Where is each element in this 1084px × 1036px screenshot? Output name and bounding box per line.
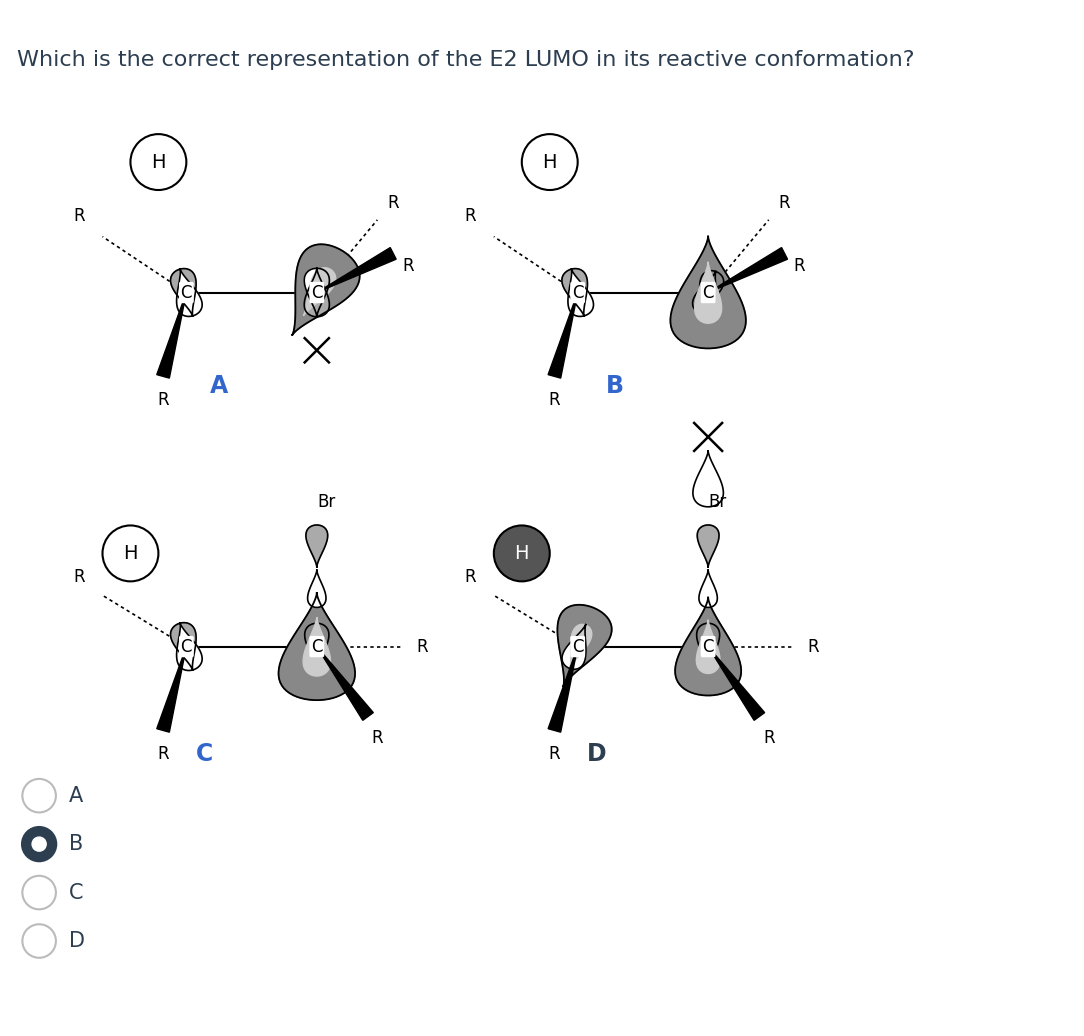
Text: C: C: [311, 284, 323, 301]
Polygon shape: [308, 570, 326, 607]
Polygon shape: [317, 248, 396, 292]
Polygon shape: [305, 268, 330, 317]
Circle shape: [33, 837, 47, 852]
Text: R: R: [549, 745, 560, 762]
Text: R: R: [793, 257, 805, 276]
Polygon shape: [695, 262, 722, 323]
Circle shape: [494, 525, 550, 581]
Text: R: R: [372, 729, 383, 747]
Text: R: R: [402, 257, 414, 276]
Text: Br: Br: [708, 493, 726, 511]
Text: A: A: [210, 374, 228, 398]
Polygon shape: [157, 646, 186, 732]
Text: R: R: [808, 637, 820, 656]
Text: C: C: [702, 637, 714, 656]
Text: C: C: [181, 637, 192, 656]
Polygon shape: [170, 623, 196, 670]
Polygon shape: [306, 525, 327, 567]
Polygon shape: [304, 267, 336, 316]
Polygon shape: [304, 617, 331, 677]
Text: H: H: [151, 152, 166, 172]
Polygon shape: [279, 593, 356, 700]
Text: H: H: [124, 544, 138, 563]
Text: R: R: [74, 207, 85, 225]
Polygon shape: [697, 525, 719, 567]
Text: R: R: [778, 194, 790, 212]
Text: C: C: [181, 284, 192, 301]
Text: R: R: [465, 207, 476, 225]
Text: R: R: [74, 568, 85, 585]
Text: Br: Br: [317, 493, 335, 511]
Polygon shape: [670, 236, 746, 348]
Polygon shape: [568, 269, 594, 316]
Circle shape: [23, 828, 56, 861]
Text: R: R: [157, 745, 169, 762]
Text: Which is the correct representation of the E2 LUMO in its reactive conformation?: Which is the correct representation of t…: [16, 51, 914, 70]
Polygon shape: [170, 268, 196, 316]
Text: R: R: [416, 637, 428, 656]
Polygon shape: [708, 646, 764, 720]
Polygon shape: [305, 624, 328, 670]
Text: D: D: [69, 931, 85, 951]
Polygon shape: [699, 570, 718, 607]
Polygon shape: [693, 271, 717, 314]
Polygon shape: [177, 269, 202, 316]
Text: A: A: [69, 785, 83, 806]
Polygon shape: [157, 292, 186, 378]
Polygon shape: [693, 451, 723, 507]
Polygon shape: [562, 625, 586, 669]
Text: H: H: [542, 152, 557, 172]
Polygon shape: [570, 625, 592, 668]
Polygon shape: [696, 620, 720, 673]
Text: R: R: [387, 194, 399, 212]
Text: R: R: [549, 391, 560, 408]
Text: C: C: [702, 284, 714, 301]
Polygon shape: [293, 244, 360, 335]
Polygon shape: [305, 268, 330, 317]
Polygon shape: [549, 646, 578, 732]
Polygon shape: [675, 598, 741, 695]
Polygon shape: [317, 646, 373, 720]
Text: C: C: [69, 883, 83, 902]
Text: R: R: [465, 568, 476, 585]
Polygon shape: [699, 270, 724, 314]
Text: C: C: [196, 742, 214, 766]
Text: B: B: [606, 374, 624, 398]
Text: R: R: [157, 391, 169, 408]
Polygon shape: [697, 624, 720, 670]
Polygon shape: [305, 624, 328, 670]
Polygon shape: [708, 248, 787, 292]
Text: C: C: [311, 637, 323, 656]
Text: C: C: [572, 284, 583, 301]
Polygon shape: [562, 268, 588, 316]
Text: R: R: [763, 729, 774, 747]
Polygon shape: [177, 624, 202, 670]
Text: B: B: [69, 834, 83, 854]
Polygon shape: [549, 292, 578, 378]
Text: C: C: [572, 637, 583, 656]
Text: H: H: [515, 544, 529, 563]
Polygon shape: [557, 605, 611, 686]
Text: D: D: [586, 742, 606, 766]
